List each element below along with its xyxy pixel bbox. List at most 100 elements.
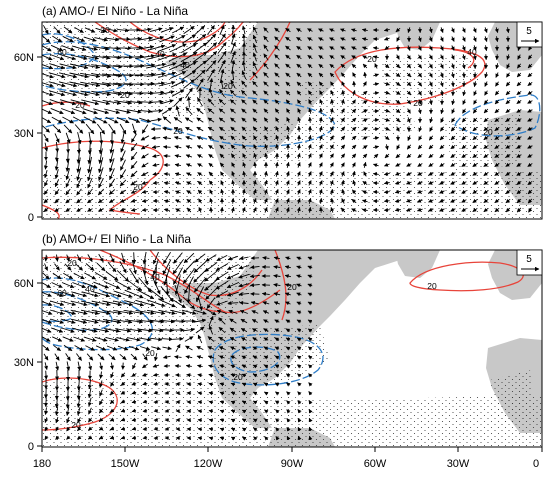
wind-vector	[277, 144, 278, 150]
wind-vector	[64, 125, 72, 133]
x-tick-label: 120W	[194, 458, 223, 470]
wind-vector	[309, 383, 312, 386]
wind-vector	[153, 365, 159, 367]
wind-vector	[120, 354, 126, 359]
wind-vector	[198, 402, 202, 403]
wind-vector	[463, 28, 465, 33]
wind-vector	[419, 136, 422, 141]
wind-vector	[463, 90, 464, 95]
wind-vector	[419, 126, 421, 131]
wind-vector	[89, 362, 91, 370]
wind-vector	[142, 125, 148, 134]
wind-vector	[397, 55, 400, 60]
wind-vector	[508, 45, 509, 50]
wind-vector	[474, 28, 476, 33]
wind-vector	[485, 36, 487, 41]
wind-vector	[129, 346, 139, 349]
wind-vector	[55, 133, 59, 142]
wind-vector	[353, 73, 356, 78]
wind-vector	[244, 34, 245, 44]
wind-vector	[310, 117, 311, 123]
wind-vector	[430, 127, 433, 132]
wind-vector	[452, 99, 453, 104]
wind-vector	[363, 154, 367, 158]
wind-vector	[198, 335, 202, 343]
wind-vector	[75, 125, 83, 134]
wind-vector	[43, 345, 49, 350]
wind-vector	[374, 154, 378, 158]
wind-vector	[176, 344, 180, 352]
wind-vector	[173, 339, 183, 340]
wind-vector	[131, 152, 137, 160]
wind-vector	[341, 136, 345, 140]
svg-text:20: 20	[173, 126, 183, 136]
wind-vector	[385, 136, 389, 139]
wind-vector	[197, 356, 203, 358]
wind-vector	[506, 109, 510, 112]
svg-text:60: 60	[57, 47, 67, 57]
reference-vector-a: 5	[517, 22, 542, 47]
wind-vector	[343, 90, 344, 95]
panel-b-title: (b) AMO+/ El Niño - La Niña	[42, 232, 191, 246]
wind-vector	[384, 164, 389, 166]
wind-vector	[440, 145, 444, 149]
wind-vector	[373, 93, 378, 94]
wind-vector	[485, 27, 487, 32]
svg-text:20: 20	[145, 348, 155, 358]
svg-text:20: 20	[427, 281, 437, 291]
reference-vector-b: 5	[517, 250, 542, 275]
x-tick-label: 90W	[281, 458, 304, 470]
wind-vector	[309, 163, 311, 168]
wind-vector	[517, 100, 521, 103]
wind-vector	[363, 64, 367, 68]
y-tick-label: 0	[28, 212, 34, 224]
wind-vector	[87, 354, 93, 361]
wind-vector	[45, 362, 47, 369]
svg-text:20: 20	[223, 81, 233, 91]
wind-vector	[396, 154, 400, 158]
wind-vector	[55, 354, 59, 361]
wind-vector	[353, 163, 356, 168]
wind-vector	[418, 164, 423, 167]
wind-vector	[198, 164, 203, 167]
wind-vector	[496, 63, 497, 68]
svg-text:40: 40	[155, 49, 165, 59]
greenland-b	[395, 250, 440, 278]
wind-vector	[321, 117, 322, 122]
wind-vector	[396, 164, 401, 167]
wind-vector	[397, 37, 400, 42]
wind-vector	[209, 154, 214, 157]
wind-vector	[429, 145, 433, 149]
wind-vector	[198, 411, 202, 412]
wind-vector	[373, 84, 378, 85]
wind-vector	[233, 198, 234, 203]
wind-vector	[528, 82, 532, 85]
wind-vector	[298, 392, 301, 395]
wind-vector	[44, 134, 48, 142]
wind-vector	[44, 354, 48, 360]
wind-vector	[474, 36, 476, 41]
wind-vector	[517, 91, 521, 94]
wind-vector	[419, 108, 420, 113]
wind-vector	[497, 54, 498, 59]
wind-vector	[506, 82, 510, 86]
wind-vector	[153, 183, 159, 184]
wind-vector	[186, 137, 193, 140]
wind-vector	[132, 124, 135, 135]
wind-vector	[496, 73, 498, 78]
svg-text:40: 40	[85, 284, 95, 294]
wind-vector	[463, 109, 466, 114]
wind-vector	[342, 163, 345, 168]
wind-vector	[495, 91, 498, 95]
y-tick-label: 30N	[14, 357, 34, 369]
svg-text:20: 20	[75, 100, 85, 110]
wind-vector	[197, 146, 203, 149]
wind-vector	[287, 392, 290, 395]
wind-vector	[163, 356, 170, 358]
wind-vector	[298, 162, 300, 167]
wind-vector	[198, 393, 202, 394]
panel-a: (a) AMO-/ El Niño - La Niña	[14, 4, 542, 224]
wind-vector	[352, 154, 356, 158]
wind-vector	[299, 126, 300, 132]
wind-vector	[51, 108, 64, 113]
